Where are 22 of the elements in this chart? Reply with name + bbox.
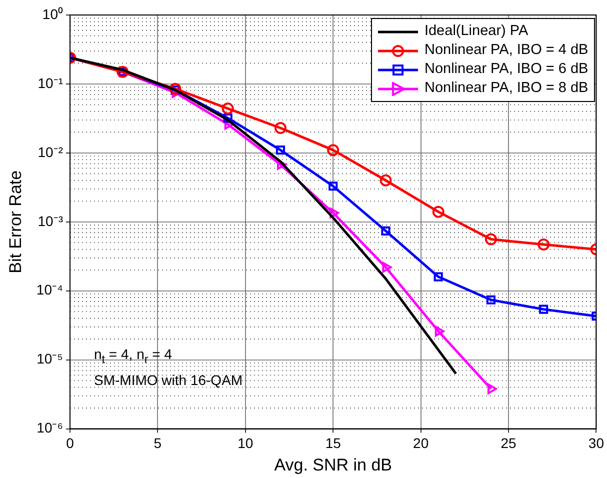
legend-label: Nonlinear PA, IBO = 8 dB bbox=[424, 79, 588, 98]
y-tick-label: 10⁻⁶ bbox=[36, 420, 63, 436]
y-axis-title: Bit Error Rate bbox=[6, 170, 25, 274]
x-tick-label: 10 bbox=[238, 435, 254, 452]
x-tick-label: 20 bbox=[413, 435, 429, 452]
x-tick-label: 30 bbox=[588, 435, 604, 452]
annotation: n$_{t}$ = 4, n$_{r}$ = 4 bbox=[94, 344, 173, 368]
y-tick-label: 10⁻⁴ bbox=[36, 282, 63, 298]
x-tick-label: 25 bbox=[500, 435, 517, 452]
x-tick-label: 0 bbox=[66, 435, 74, 452]
x-tick-label: 15 bbox=[325, 435, 342, 452]
legend-label: Nonlinear PA, IBO = 6 dB bbox=[424, 60, 588, 79]
y-tick-label: 10⁻² bbox=[38, 144, 64, 160]
x-axis-title: Avg. SNR in dB bbox=[274, 455, 392, 474]
y-tick-label: 10⁰ bbox=[42, 6, 63, 22]
annotation: SM-MIMO with 16-QAM bbox=[94, 370, 243, 390]
y-tick-label: 10⁻³ bbox=[38, 212, 64, 229]
y-tick-label: 10⁻¹ bbox=[38, 74, 64, 91]
legend-label: Ideal(Linear) PA bbox=[424, 22, 528, 41]
y-tick-label: 10⁻⁵ bbox=[36, 350, 63, 367]
x-tick-label: 5 bbox=[154, 435, 162, 452]
legend-label: Nonlinear PA, IBO = 4 dB bbox=[424, 41, 588, 60]
